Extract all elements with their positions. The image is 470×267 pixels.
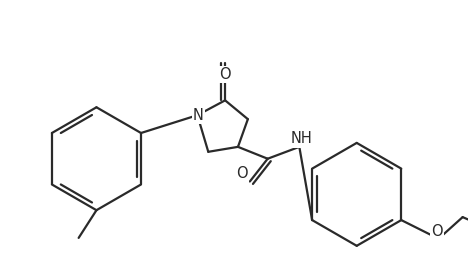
Text: O: O — [431, 225, 443, 239]
Text: O: O — [236, 166, 248, 181]
Text: NH: NH — [290, 131, 312, 146]
Text: O: O — [219, 67, 231, 82]
Text: N: N — [193, 108, 204, 123]
